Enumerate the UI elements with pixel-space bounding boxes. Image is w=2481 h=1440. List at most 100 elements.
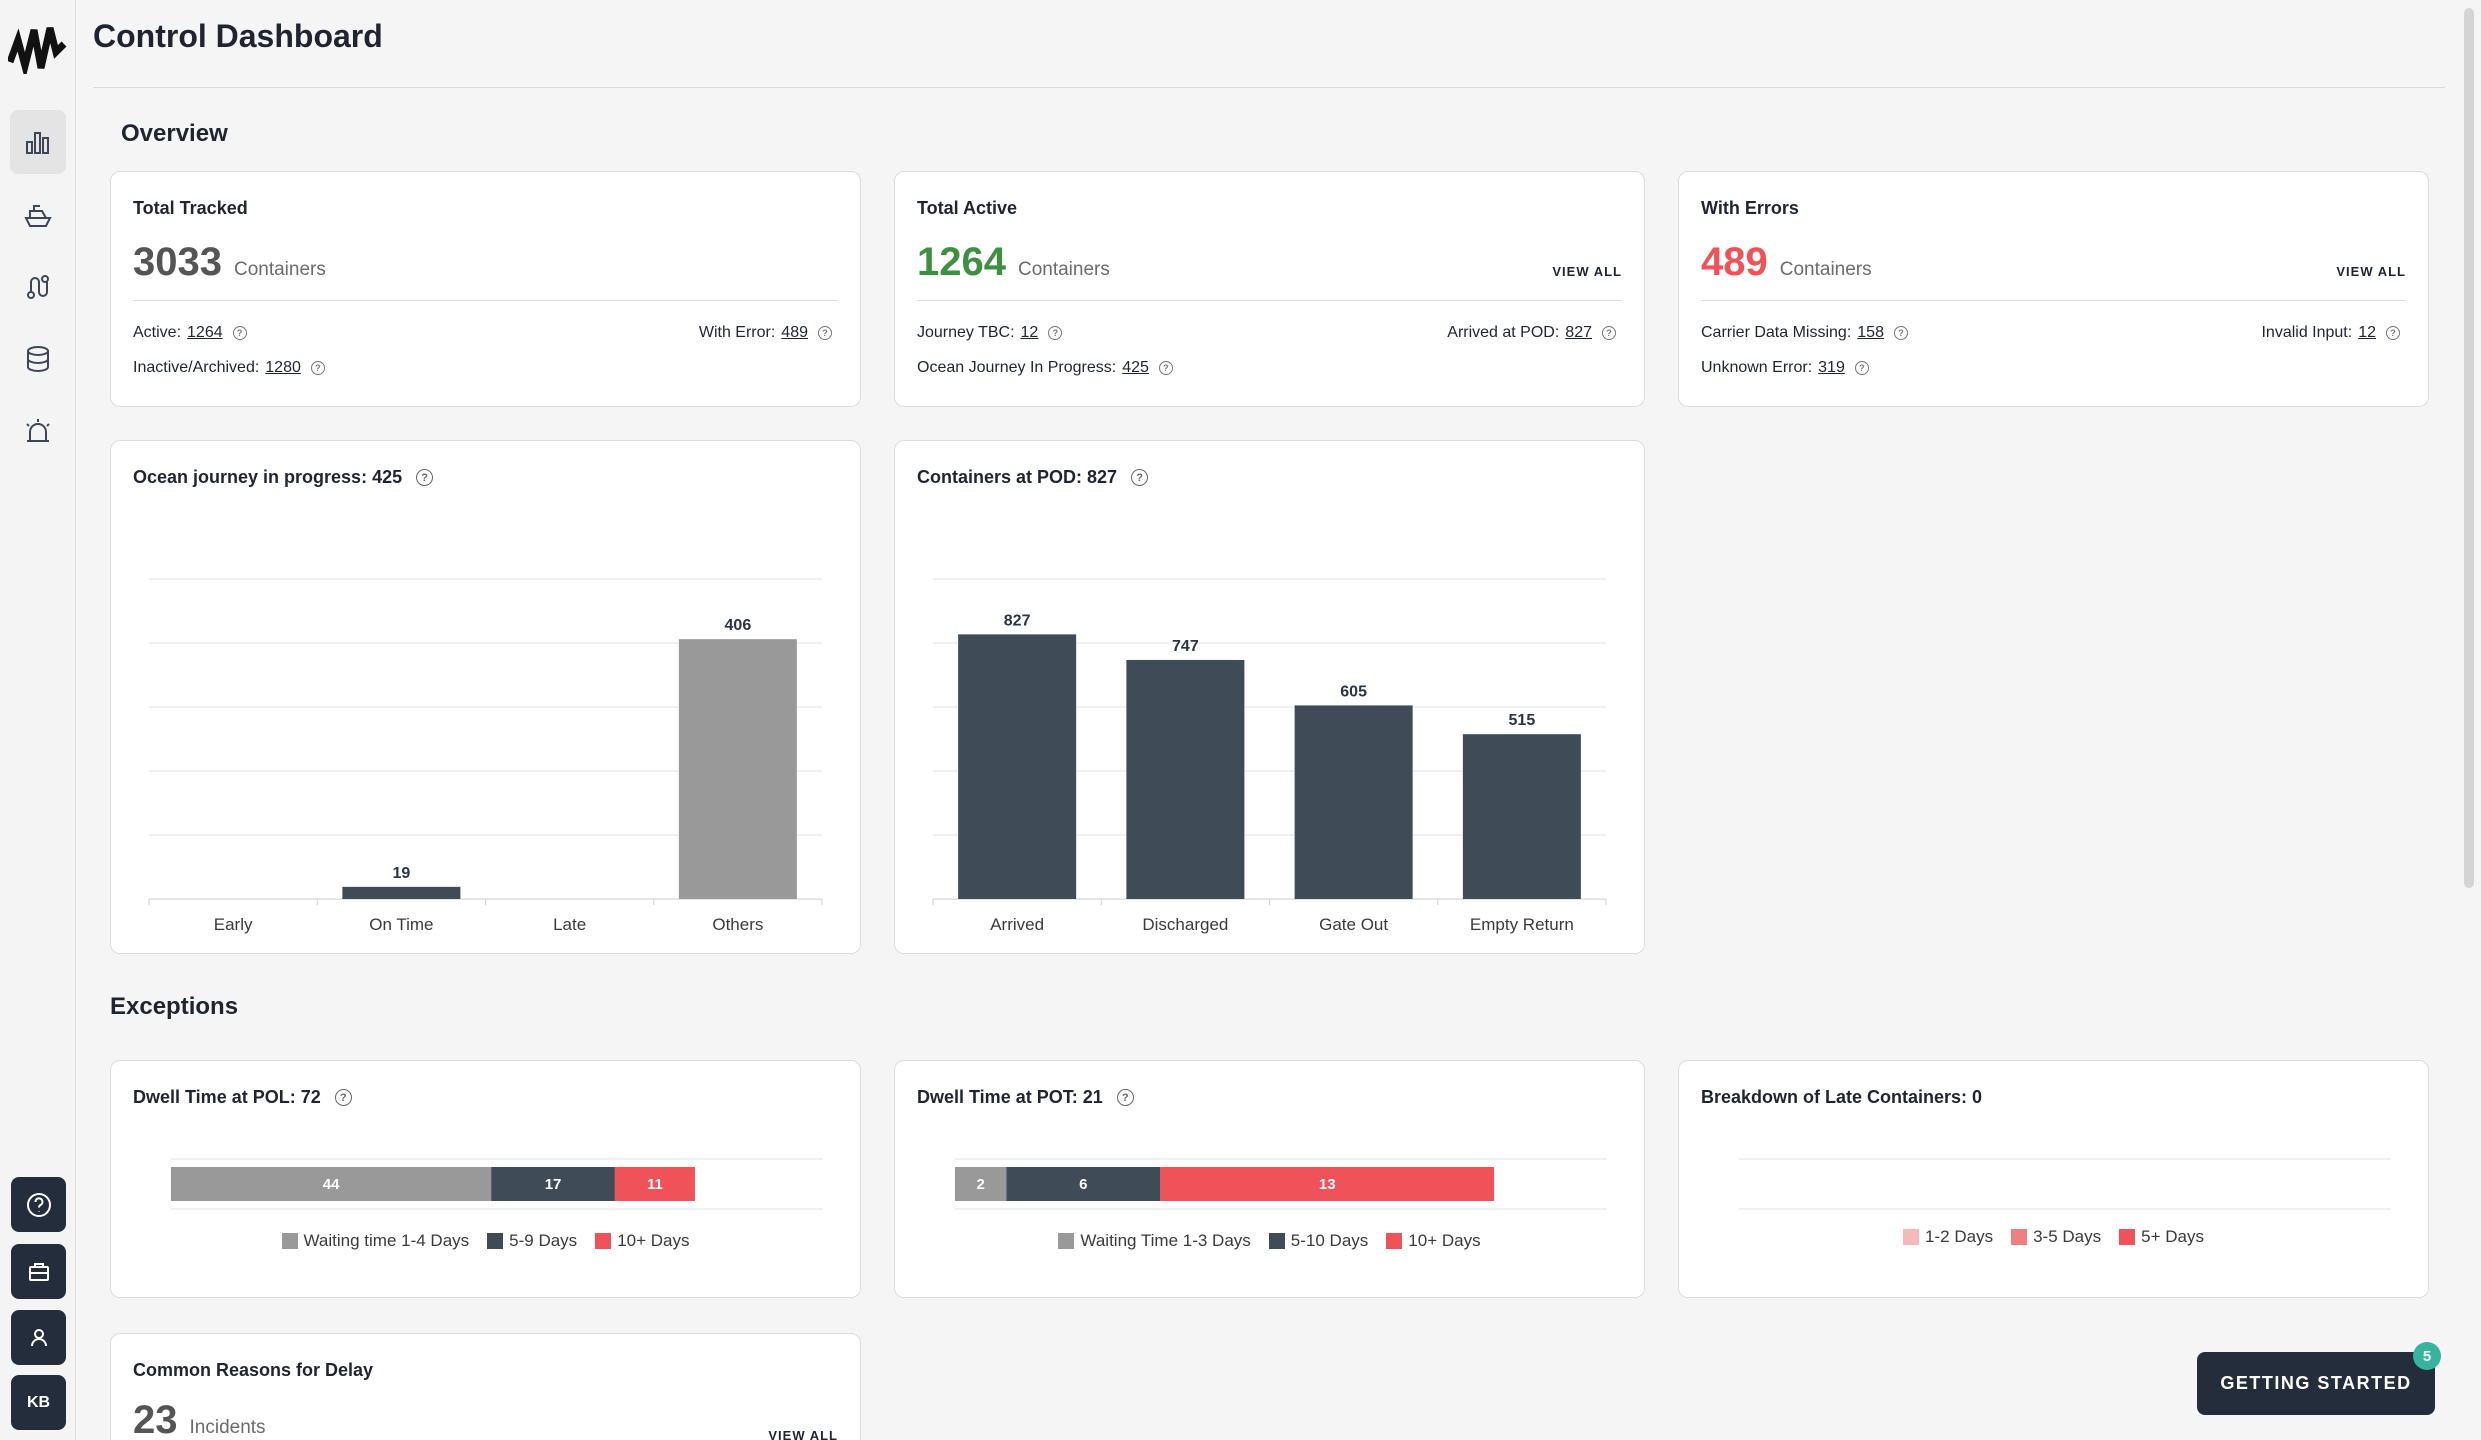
stat-invalid-input: Invalid Input: 12?	[2261, 324, 2400, 342]
divider	[133, 300, 838, 301]
legend-swatch	[487, 1233, 504, 1249]
stat-link[interactable]: 1264	[187, 324, 223, 341]
help-icon	[26, 1192, 51, 1217]
help-icon[interactable]: ?	[1893, 326, 1908, 340]
nav-shipments[interactable]	[10, 183, 66, 247]
stat-link[interactable]: 158	[1857, 324, 1884, 341]
help-icon[interactable]: ?	[1131, 469, 1149, 486]
help-icon[interactable]: ?	[1854, 361, 1869, 375]
segment-value-label: 11	[647, 1176, 663, 1193]
segment-value-label: 2	[976, 1176, 984, 1193]
help-icon[interactable]: ?	[1158, 361, 1173, 375]
legend-label: 5-9 Days	[509, 1231, 578, 1250]
scrollbar[interactable]	[2459, 0, 2481, 1440]
chart-bar	[342, 886, 461, 899]
late-containers-bar	[1739, 1158, 2391, 1210]
legend-item: Waiting Time 1-3 Days	[1058, 1231, 1251, 1251]
getting-started-button[interactable]: GETTING STARTED 5	[2197, 1342, 2441, 1415]
help-button[interactable]	[11, 1177, 66, 1232]
legend-swatch	[1386, 1233, 1403, 1249]
card-title: Total Tracked	[133, 198, 248, 218]
legend-swatch	[595, 1233, 612, 1249]
chart-bar	[1462, 734, 1581, 899]
count-unit: Containers	[1017, 259, 1110, 280]
briefcase-icon	[28, 1262, 49, 1281]
briefcase-button[interactable]	[11, 1244, 66, 1299]
legend-item: 5-9 Days	[487, 1231, 577, 1251]
chart-title: Dwell Time at POT: 21	[917, 1087, 1103, 1107]
x-tick-label: Arrived	[990, 915, 1044, 934]
nav-data[interactable]	[10, 327, 66, 391]
page-title: Control Dashboard	[93, 18, 383, 54]
containers-pod-card: Containers at POD: 827? Arrived 827 Discha…	[894, 440, 1645, 954]
stat-active: Active: 1264?	[133, 324, 247, 342]
legend-item: 10+ Days	[1386, 1231, 1481, 1251]
legend-label: 10+ Days	[1408, 1231, 1481, 1250]
help-icon[interactable]: ?	[1048, 326, 1063, 340]
help-icon[interactable]: ?	[232, 326, 247, 340]
header: Control Dashboard	[93, 0, 2445, 88]
help-icon[interactable]: ?	[1602, 326, 1616, 340]
help-icon[interactable]: ?	[334, 1089, 352, 1106]
notification-badge: 5	[2413, 1342, 2441, 1370]
ocean-journey-chart: Early On Time 19 Late Others 406	[148, 578, 823, 934]
help-icon[interactable]: ?	[416, 469, 434, 486]
help-icon[interactable]: ?	[2386, 326, 2400, 340]
scrollbar-thumb[interactable]	[2464, 8, 2474, 888]
dwell-pol-card: Dwell Time at POL: 72? 44 17 11 Waiting ti…	[110, 1060, 861, 1298]
legend-item: 5-10 Days	[1268, 1231, 1368, 1251]
total-active-count: 1264	[917, 240, 1006, 284]
help-icon[interactable]: ?	[818, 326, 832, 340]
legend-item: 10+ Days	[595, 1231, 689, 1251]
legend-label: 3-5 Days	[2033, 1227, 2102, 1246]
count-unit: Containers	[233, 259, 326, 280]
segment-value-label: 6	[1079, 1176, 1087, 1193]
stat-link[interactable]: 12	[2358, 324, 2376, 341]
chart-legend: 1-2 Days 3-5 Days 5+ Days	[1679, 1227, 2428, 1247]
stat-link[interactable]: 425	[1122, 359, 1149, 376]
route-icon	[27, 275, 49, 299]
legend-swatch	[1268, 1233, 1285, 1249]
view-all-link[interactable]: VIEW ALL	[768, 1428, 838, 1440]
stat-link[interactable]: 12	[1020, 324, 1039, 341]
ship-icon	[24, 205, 52, 227]
stat-link[interactable]: 827	[1565, 324, 1592, 341]
view-all-link[interactable]: VIEW ALL	[1552, 264, 1622, 279]
legend-label: 5+ Days	[2141, 1227, 2204, 1246]
nav-routes[interactable]	[10, 255, 66, 319]
legend-item: 5+ Days	[2119, 1227, 2204, 1247]
stacked-segment	[491, 1167, 615, 1201]
stat-link[interactable]: 319	[1818, 359, 1845, 376]
stat-journey-tbc: Journey TBC: 12?	[917, 324, 1063, 342]
user-button[interactable]	[11, 1310, 66, 1365]
stat-link[interactable]: 1280	[265, 359, 301, 376]
help-icon[interactable]: ?	[1116, 1089, 1134, 1106]
card-title: Common Reasons for Delay	[133, 1360, 374, 1380]
stat-link[interactable]: 489	[781, 324, 808, 341]
x-tick-label: Discharged	[1142, 915, 1228, 934]
divider	[917, 300, 1622, 301]
nav-alerts[interactable]	[10, 399, 66, 463]
x-tick-label: Gate Out	[1319, 915, 1388, 934]
bar-value-label: 747	[1172, 638, 1199, 655]
stacked-segment	[955, 1167, 1007, 1201]
dwell-pol-bar: 44 17 11	[171, 1158, 823, 1210]
chart-bar	[678, 639, 797, 899]
stat-carrier-missing: Carrier Data Missing: 158?	[1701, 324, 1908, 342]
ocean-journey-card: Ocean journey in progress: 425? Early On …	[110, 440, 861, 954]
x-tick-label: Early	[214, 915, 253, 934]
view-all-link[interactable]: VIEW ALL	[2336, 264, 2406, 279]
stacked-segment	[171, 1167, 492, 1201]
avatar[interactable]: KB	[11, 1375, 66, 1430]
segment-value-label: 17	[545, 1176, 562, 1193]
stat-unknown-error: Unknown Error: 319?	[1701, 359, 1869, 377]
count-unit: Incidents	[189, 1417, 266, 1438]
count-unit: Containers	[1779, 259, 1872, 280]
app-logo[interactable]	[8, 22, 68, 74]
nav-dashboard[interactable]	[10, 110, 66, 174]
total-tracked-count: 3033	[133, 240, 222, 284]
legend-swatch	[2119, 1229, 2136, 1245]
legend-label: Waiting Time 1-3 Days	[1080, 1231, 1251, 1250]
legend-label: Waiting time 1-4 Days	[303, 1231, 470, 1250]
help-icon[interactable]: ?	[310, 361, 325, 375]
